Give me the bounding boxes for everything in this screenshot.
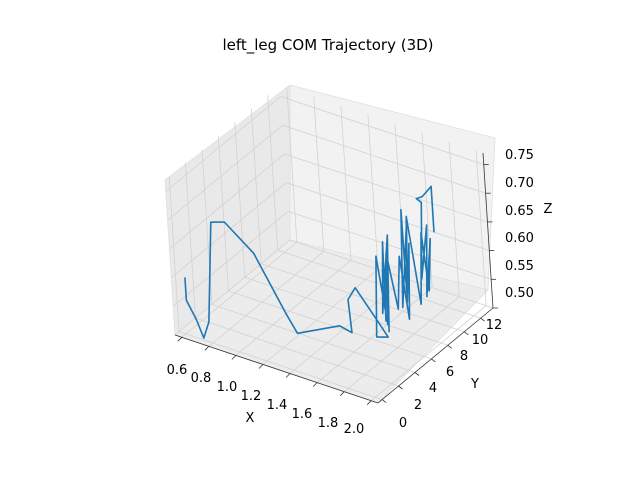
y-axis-line <box>377 307 494 404</box>
x-axis-label: X <box>246 411 255 426</box>
z-tick-labels: 0.50 0.55 0.60 0.65 0.70 0.75 <box>505 148 534 301</box>
x-tick-mark <box>231 355 237 360</box>
y-tick-label: 6 <box>446 365 454 380</box>
axis-lines <box>174 152 498 405</box>
y-tick-labels: 0 2 4 6 8 10 12 <box>399 318 502 431</box>
y-tick-label: 12 <box>486 318 503 333</box>
grid-line <box>286 182 490 251</box>
y-tick-label: 4 <box>429 381 437 396</box>
grid-line <box>282 124 486 194</box>
y-tick-label: 8 <box>460 349 468 364</box>
x-tick-label: 1.0 <box>217 380 238 395</box>
grid-line <box>185 162 196 319</box>
grid-line <box>343 296 460 393</box>
grid-line <box>178 331 383 400</box>
x-tick-mark <box>177 337 183 342</box>
grid-line <box>218 135 229 291</box>
z-tick-label: 0.55 <box>505 259 534 274</box>
z-tick-label: 0.75 <box>505 148 534 163</box>
grid-line <box>284 153 488 223</box>
z-axis-line <box>482 152 494 309</box>
z-tick-label: 0.60 <box>505 231 534 246</box>
x-tick-label: 1.2 <box>241 389 262 404</box>
z-tick-label: 0.50 <box>505 286 534 301</box>
grid-line <box>267 95 279 251</box>
grid-line <box>313 96 325 252</box>
y-tick-mark <box>381 399 387 403</box>
grid-line <box>168 176 180 332</box>
grid-line <box>169 153 285 250</box>
grid-line <box>171 182 287 278</box>
y-tick-label: 10 <box>472 333 489 348</box>
grid-line <box>244 276 448 346</box>
grid-line <box>370 305 487 402</box>
x-tick-mark <box>366 400 372 405</box>
chart-title: left_leg COM Trajectory (3D) <box>222 36 433 55</box>
z-tick-label: 0.70 <box>505 176 534 191</box>
grid-line <box>289 239 494 309</box>
y-tick-label: 0 <box>399 416 407 431</box>
grid-line <box>181 241 298 338</box>
grid-lines <box>165 87 494 402</box>
grid-line <box>228 290 432 360</box>
x-tick-labels: 0.6 0.8 1.0 1.2 1.4 1.6 1.8 2.0 <box>167 363 365 437</box>
x-tick-label: 0.8 <box>191 371 212 386</box>
x-tick-mark <box>258 364 264 369</box>
grid-line <box>234 122 246 278</box>
grid-line <box>367 114 379 270</box>
y-tick-mark <box>480 317 485 322</box>
y-axis-label: Y <box>470 377 479 392</box>
y-tick-mark <box>414 372 420 376</box>
grid-line <box>250 108 262 264</box>
grid-line <box>262 269 379 365</box>
y-tick-mark <box>431 358 436 363</box>
grid-line <box>280 96 484 165</box>
z-tick-label: 0.65 <box>505 204 534 219</box>
x-tick-label: 2.0 <box>344 422 365 437</box>
grid-line <box>235 260 352 356</box>
z-axis-label: Z <box>544 202 553 217</box>
grid-line <box>172 210 289 307</box>
x-tick-mark <box>312 382 318 387</box>
grid-line <box>195 317 399 387</box>
x-tick-label: 0.6 <box>167 363 188 378</box>
grid-line <box>316 287 433 383</box>
grid-line <box>165 96 281 192</box>
y-tick-mark <box>447 344 453 349</box>
grid-line <box>340 105 352 261</box>
x-tick-label: 1.8 <box>318 416 339 431</box>
x-tick-mark <box>339 391 345 396</box>
x-tick-mark <box>204 346 210 351</box>
y-tick-mark <box>398 385 403 390</box>
grid-line <box>211 304 416 373</box>
grid-line <box>286 87 298 243</box>
y-tick-label: 2 <box>414 398 422 413</box>
x-tick-mark <box>285 373 291 378</box>
grid-line <box>277 249 481 319</box>
y-tick-mark <box>464 331 469 336</box>
grid-line <box>448 141 460 297</box>
x-tick-label: 1.6 <box>292 407 313 422</box>
grid-line <box>287 210 492 280</box>
grid-line <box>475 150 487 306</box>
x-tick-label: 1.4 <box>267 398 288 413</box>
grid-line <box>167 124 283 221</box>
grid-line <box>208 250 325 347</box>
trajectory-line <box>184 185 435 339</box>
grid-line <box>174 239 291 336</box>
